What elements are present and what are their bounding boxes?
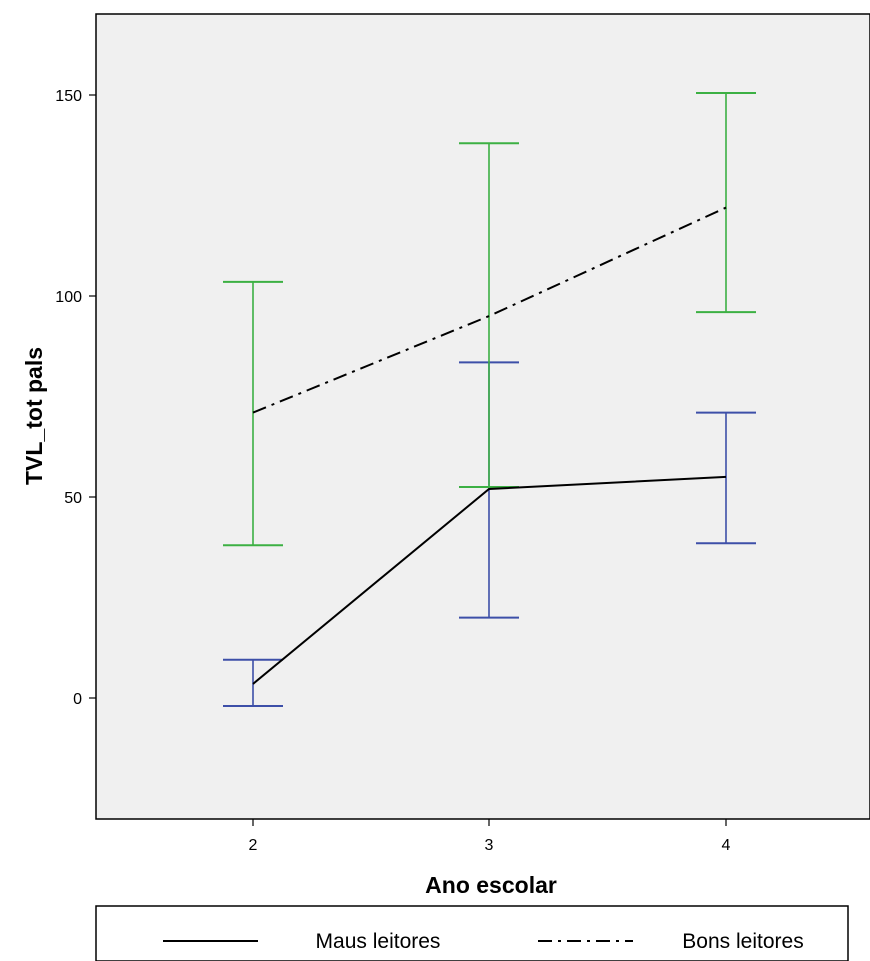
- x-axis-title: Ano escolar: [425, 872, 557, 898]
- x-axis: 2 3 4: [249, 819, 731, 854]
- error-bar: [696, 91, 756, 314]
- legend-label: Maus leitores: [316, 930, 441, 953]
- x-tick-label: 3: [485, 837, 494, 854]
- y-tick-label: 50: [64, 490, 82, 507]
- plot-area: [95, 13, 870, 820]
- legend: Maus leitores Bons leitores: [95, 905, 849, 961]
- error-bars: [223, 91, 756, 708]
- x-tick-label: 2: [249, 837, 258, 854]
- y-axis: 0 50 100 150: [55, 88, 96, 708]
- series-line: [252, 206, 727, 414]
- y-tick-label: 100: [55, 289, 82, 306]
- series-lines: [252, 206, 727, 685]
- y-axis-title: TVL_tot pals: [21, 347, 47, 485]
- y-tick-label: 0: [73, 691, 82, 708]
- error-bar: [223, 280, 283, 547]
- error-bar: [696, 411, 756, 545]
- x-tick-label: 4: [722, 837, 731, 854]
- series-line: [252, 475, 727, 685]
- y-tick-label: 150: [55, 88, 82, 105]
- legend-label: Bons leitores: [682, 930, 803, 953]
- legend-box: [95, 905, 849, 961]
